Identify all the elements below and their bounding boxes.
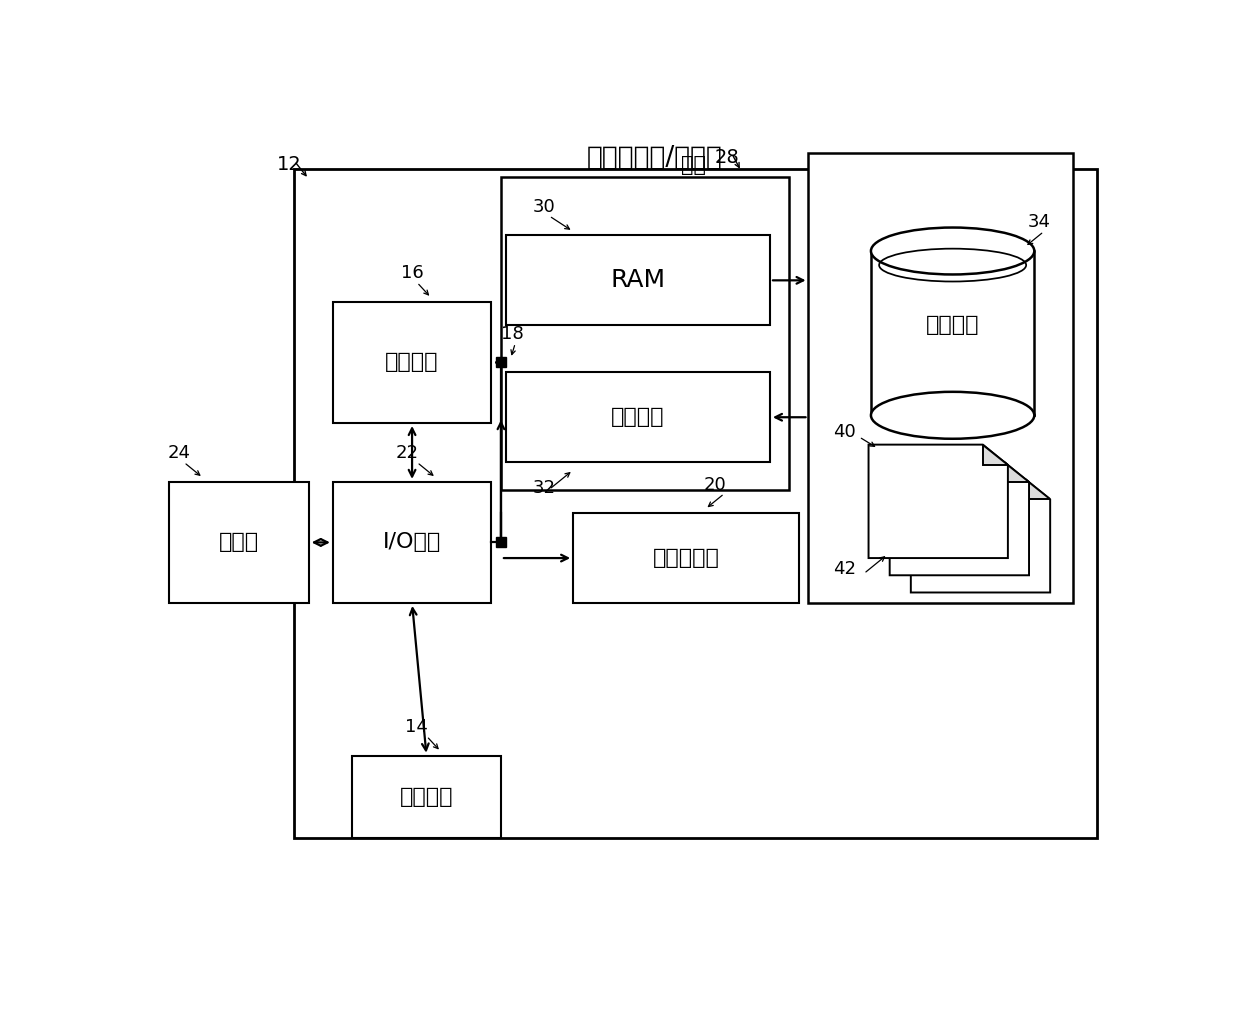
Text: 40: 40 xyxy=(833,423,856,441)
Ellipse shape xyxy=(870,392,1034,439)
Text: 存储系统: 存储系统 xyxy=(926,315,980,335)
Bar xyxy=(573,513,799,604)
Bar xyxy=(170,482,309,604)
Text: 内存: 内存 xyxy=(681,155,706,175)
Text: 18: 18 xyxy=(501,325,523,343)
Polygon shape xyxy=(1025,480,1050,500)
Bar xyxy=(352,756,501,838)
Text: 外部设备: 外部设备 xyxy=(399,786,454,807)
Text: 32: 32 xyxy=(533,480,556,498)
Ellipse shape xyxy=(870,228,1034,274)
Bar xyxy=(332,302,491,423)
Text: 20: 20 xyxy=(703,475,727,494)
Text: 28: 28 xyxy=(714,147,739,167)
Text: 网络适配器: 网络适配器 xyxy=(652,548,719,568)
Bar xyxy=(870,251,1034,416)
Text: 42: 42 xyxy=(833,560,856,578)
Polygon shape xyxy=(1004,462,1029,483)
Bar xyxy=(808,153,1073,604)
Text: 14: 14 xyxy=(405,718,428,736)
Text: 12: 12 xyxy=(278,155,301,175)
Text: 处理单元: 处理单元 xyxy=(386,353,439,373)
Polygon shape xyxy=(983,445,1008,465)
Bar xyxy=(294,169,1096,838)
Text: 34: 34 xyxy=(1028,213,1050,232)
Bar xyxy=(506,372,770,462)
Text: RAM: RAM xyxy=(610,268,666,293)
Text: 16: 16 xyxy=(401,264,423,282)
Polygon shape xyxy=(889,462,1029,575)
Text: 显示器: 显示器 xyxy=(219,532,259,553)
Bar xyxy=(506,236,770,325)
Polygon shape xyxy=(868,445,1008,558)
Text: 计算机系统/服务器: 计算机系统/服务器 xyxy=(587,144,723,170)
Polygon shape xyxy=(911,480,1050,592)
Bar xyxy=(501,177,789,490)
Text: 30: 30 xyxy=(533,198,556,215)
Text: 24: 24 xyxy=(167,444,191,462)
Bar xyxy=(332,482,491,604)
Text: I/O接口: I/O接口 xyxy=(383,532,441,553)
Text: 22: 22 xyxy=(396,444,419,462)
Text: 高速缓存: 高速缓存 xyxy=(611,407,665,428)
